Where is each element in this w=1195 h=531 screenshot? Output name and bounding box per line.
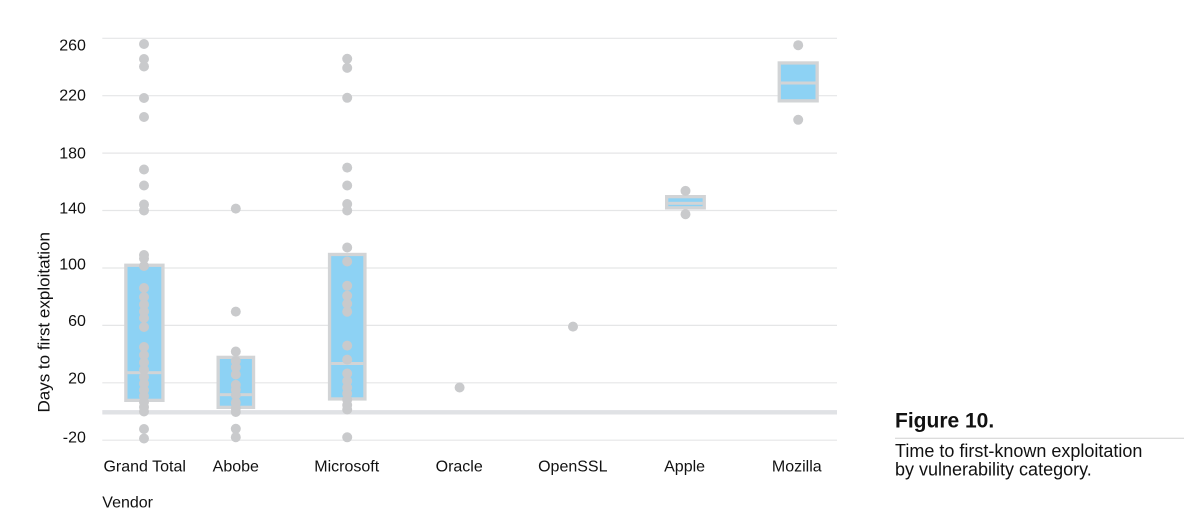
svg-text:by vulnerability category.: by vulnerability category.	[895, 460, 1092, 480]
svg-text:OpenSSL: OpenSSL	[538, 458, 607, 475]
svg-text:Apple: Apple	[664, 458, 705, 475]
svg-text:220: 220	[59, 88, 86, 105]
svg-text:20: 20	[68, 371, 86, 388]
svg-text:Figure 10.: Figure 10.	[895, 410, 994, 433]
svg-text:140: 140	[59, 201, 86, 218]
svg-text:Microsoft: Microsoft	[314, 458, 379, 475]
svg-text:Time to first-known exploitati: Time to first-known exploitation	[895, 441, 1142, 461]
svg-text:Mozilla: Mozilla	[772, 458, 822, 475]
svg-text:60: 60	[68, 313, 86, 330]
svg-text:Abobe: Abobe	[213, 458, 259, 475]
svg-text:180: 180	[59, 146, 86, 163]
svg-text:Grand Total: Grand Total	[103, 458, 185, 475]
svg-text:Vendor: Vendor	[102, 495, 153, 512]
svg-text:Oracle: Oracle	[436, 458, 483, 475]
svg-text:Days to first exploitation: Days to first exploitation	[35, 232, 54, 412]
svg-text:260: 260	[59, 38, 86, 55]
svg-text:-20: -20	[63, 430, 86, 447]
svg-text:100: 100	[59, 257, 86, 274]
